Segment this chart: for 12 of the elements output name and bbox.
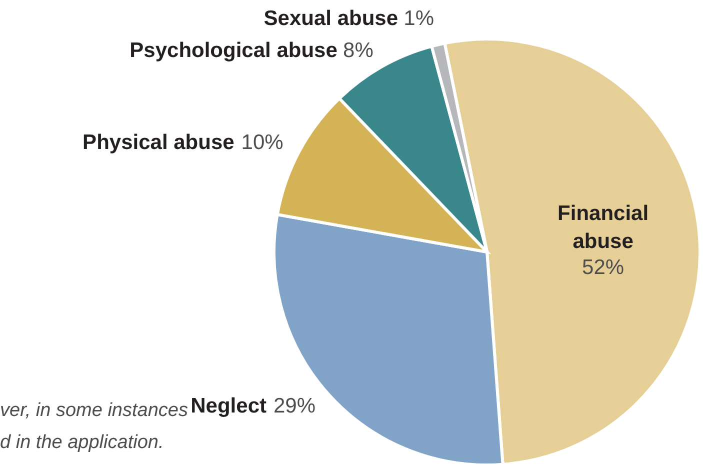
data-label: 1% [404, 7, 434, 30]
text: ver, in some instances [0, 400, 188, 421]
slice-label: Sexual abuse [264, 7, 398, 30]
data-label: 8% [343, 38, 374, 62]
slice-label: Psychological abuse [130, 38, 338, 62]
data-label: 29% [273, 394, 316, 418]
slice-label: Physical abuse [82, 131, 234, 154]
slice-label: Financial abuse [558, 202, 649, 253]
data-label: 10% [241, 131, 284, 154]
data-label: 52% [582, 256, 624, 279]
slice-label: Neglect [190, 394, 266, 418]
text: d in the application. [0, 432, 164, 453]
